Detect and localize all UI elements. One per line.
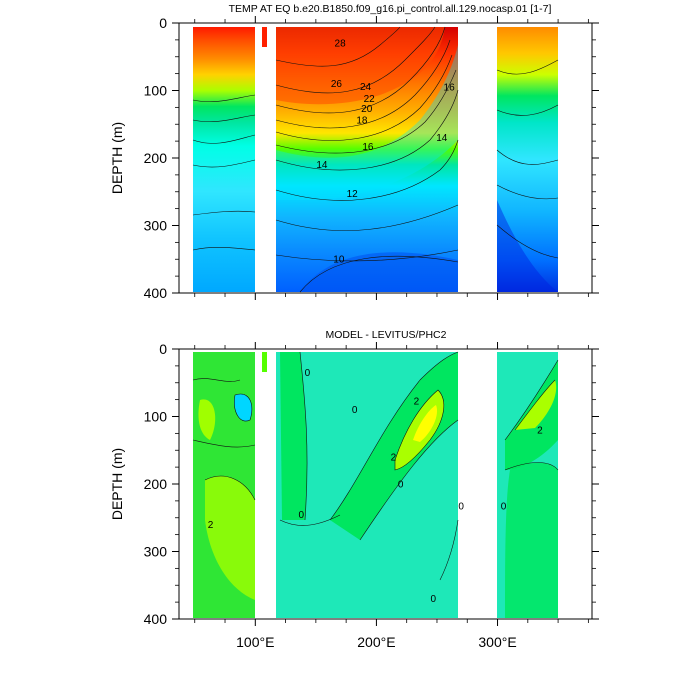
contour-label: 2 (208, 520, 214, 531)
contour-label: 0 (398, 479, 404, 490)
temperature-panel-title: TEMP AT EQ b.e20.B1850.f09_g16.pi_contro… (229, 3, 552, 15)
temperature-panel: TEMP AT EQ b.e20.B1850.f09_g16.pi_contro… (109, 3, 599, 301)
diff-east-core (515, 380, 557, 430)
contour-label: 24 (360, 82, 372, 93)
east-cold-water (497, 200, 558, 292)
contour-label: 0 (299, 510, 305, 521)
contour-label: 2 (414, 396, 420, 407)
y-tick-label: 400 (144, 285, 168, 301)
contour-label: 16 (444, 83, 456, 94)
y-tick-label: 300 (144, 218, 168, 234)
difference-contour-labels: 0 2 0 2 0 2 2 0 0 0 0 (208, 368, 543, 605)
y-tick-label: 100 (144, 83, 168, 99)
diff-field-narrow-segment (262, 352, 267, 372)
diff-west-strip (280, 352, 308, 520)
diff-east-lower (505, 462, 558, 618)
contour-label: 2 (537, 425, 543, 436)
difference-y-axis-label: DEPTH (m) (109, 448, 125, 520)
y-tick-label: 200 (144, 150, 168, 166)
contour-label: 0 (352, 405, 358, 416)
diff-warm-band (330, 352, 458, 540)
y-tick-label: 300 (144, 544, 168, 560)
contour-label: 28 (335, 39, 347, 50)
contour-label: 14 (316, 160, 328, 171)
temperature-x-axis (194, 16, 589, 300)
difference-panel-title: MODEL - LEVITUS/PHC2 (326, 329, 447, 341)
deep-cold-water (300, 252, 458, 292)
difference-field (192, 351, 559, 618)
temperature-isotherms (192, 26, 559, 293)
diff-hot-spot (413, 405, 438, 442)
contour-label: 16 (362, 142, 374, 153)
y-tick-label: 0 (159, 15, 167, 31)
x-tick-label: 300°E (478, 634, 516, 650)
y-tick-label: 100 (144, 409, 168, 425)
contour-label: 22 (364, 94, 376, 105)
diff-west-cool (234, 394, 252, 422)
contour-label: 0 (458, 502, 464, 513)
temperature-y-axis-label: DEPTH (m) (109, 122, 125, 194)
contour-label: 18 (356, 116, 368, 127)
warm-pool (276, 27, 445, 105)
x-tick-label: 200°E (357, 634, 395, 650)
contour-label: 14 (436, 133, 448, 144)
difference-contours (192, 351, 559, 581)
diff-west-lower (205, 476, 255, 600)
y-tick-label: 200 (144, 476, 168, 492)
temperature-y-axis: 0 100 200 300 400 (144, 15, 599, 301)
temp-field-west-segment (193, 27, 255, 292)
thermocline-bowl (276, 45, 458, 200)
contour-label: 2 (391, 452, 397, 463)
difference-panel: MODEL - LEVITUS/PHC2 (109, 329, 599, 650)
contour-label: 0 (501, 502, 507, 513)
contour-label: 0 (305, 368, 311, 379)
temperature-field (192, 26, 559, 293)
x-tick-label: 100°E (236, 634, 274, 650)
contour-label: 10 (333, 255, 345, 266)
diff-west-lightgreen (198, 399, 216, 440)
difference-x-axis: 100°E 200°E 300°E (194, 342, 589, 650)
contour-label: 0 (431, 594, 437, 605)
contour-label: 12 (347, 189, 359, 200)
temp-field-east-segment (497, 27, 558, 292)
y-tick-label: 400 (144, 611, 168, 627)
contour-label: 20 (361, 104, 373, 115)
temp-field-narrow-segment (262, 27, 267, 47)
y-tick-label: 0 (159, 341, 167, 357)
contour-label: 26 (331, 79, 343, 90)
